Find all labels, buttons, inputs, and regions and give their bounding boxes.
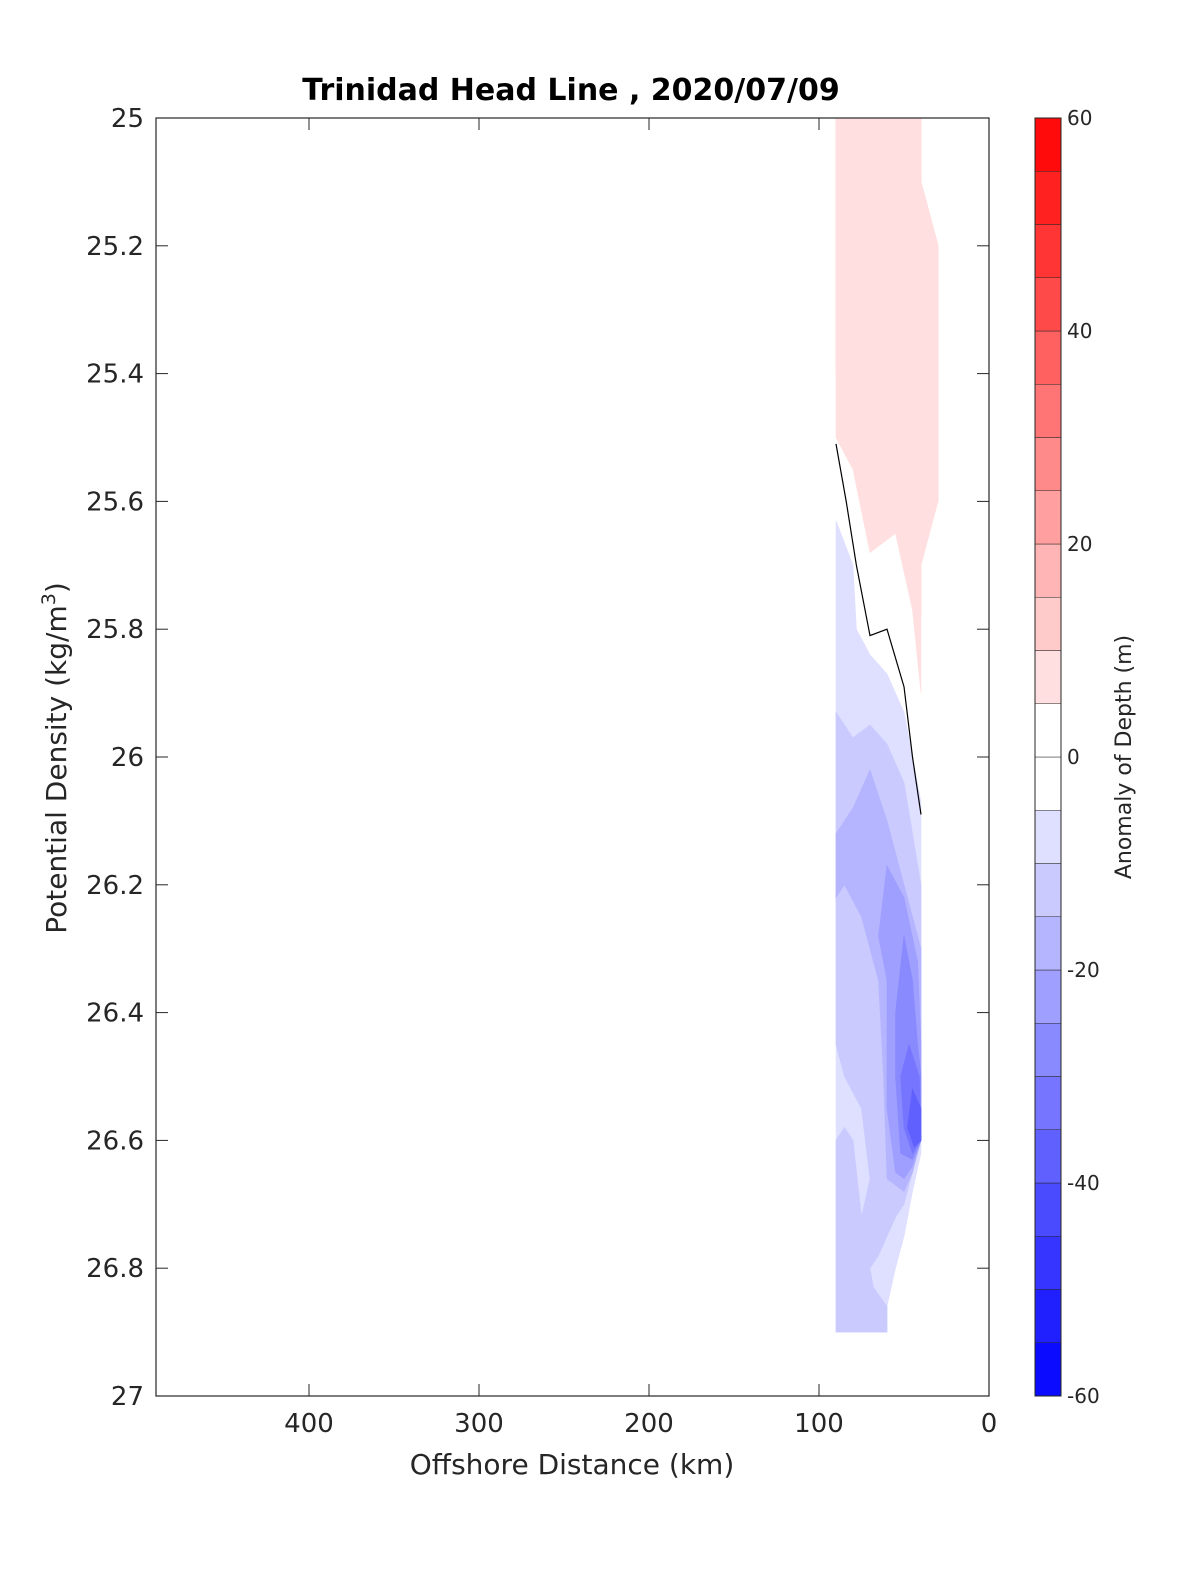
colorbar-frame [1034,117,1062,1397]
y-tick-label-7: 26.4 [86,999,144,1029]
zero-contour-line [835,443,922,815]
colorbar-bands [1034,117,1062,1397]
y-axis-label-main: Potential Density (kg/m [40,605,73,934]
x-axis-ticks: 400 300 200 100 0 [284,118,997,1439]
y-tick-label-6: 26.2 [86,871,144,901]
contour-region-2 [835,118,939,694]
colorbar-band-19 [1034,330,1062,385]
colorbar-tick-label-6: -60 [1067,1384,1100,1408]
colorbar-ticks: 60 40 20 0 -20 -40 -60 [1067,106,1100,1408]
y-tick-label-10: 27 [111,1382,144,1412]
y-tick-label-3: 25.6 [86,487,144,517]
colorbar-band-17 [1034,437,1062,491]
colorbar-band-6 [1034,1023,1062,1077]
y-tick-label-1: 25.2 [86,232,144,262]
x-axis-label: Offshore Distance (km) [410,1448,735,1481]
y-tick-label-4: 25.8 [86,615,144,645]
colorbar-tick-label-1: 40 [1067,319,1092,343]
y-tick-label-0: 25 [111,104,144,134]
y-axis-label-sup: 3 [38,593,60,605]
y-tick-label-2: 25.4 [86,360,144,390]
colorbar-band-13 [1034,650,1062,704]
x-tick-label-0: 400 [284,1409,334,1439]
colorbar-band-5 [1034,1076,1062,1130]
colorbar-band-9 [1034,863,1062,917]
colorbar-band-20 [1034,277,1062,332]
contour-fill-layer [835,118,939,1333]
colorbar-band-8 [1034,916,1062,971]
colorbar-band-18 [1034,384,1062,438]
colorbar-band-23 [1034,117,1062,172]
colorbar-band-0 [1034,1342,1062,1397]
colorbar-band-15 [1034,543,1062,598]
colorbar-band-2 [1034,1236,1062,1290]
colorbar-band-3 [1034,1182,1062,1237]
y-axis-ticks: 25 25.2 25.4 25.6 25.8 26 26.2 26.4 26.6 26.8 27 [86,104,989,1412]
colorbar-tick-label-3: 0 [1067,745,1080,769]
colorbar-band-21 [1034,224,1062,278]
y-tick-label-5: 26 [111,743,144,773]
y-axis-label-close: ) [40,582,73,593]
x-tick-label-4: 0 [981,1409,998,1439]
colorbar-band-1 [1034,1289,1062,1343]
colorbar: 60 40 20 0 -20 -40 -60 [1034,106,1100,1408]
x-tick-label-2: 200 [624,1409,674,1439]
colorbar-tick-label-5: -40 [1067,1171,1100,1195]
contour-region-9 [907,1088,922,1148]
colorbar-tick-label-4: -20 [1067,958,1100,982]
colorbar-band-12 [1034,703,1062,758]
x-tick-label-1: 300 [454,1409,504,1439]
colorbar-band-11 [1034,756,1062,811]
colorbar-band-4 [1034,1129,1062,1184]
y-tick-label-9: 26.8 [86,1254,144,1284]
colorbar-band-22 [1034,171,1062,225]
colorbar-tick-label-2: 20 [1067,532,1092,556]
y-axis-label: Potential Density (kg/m3) [38,582,73,934]
colorbar-band-14 [1034,597,1062,651]
colorbar-tick-label-0: 60 [1067,106,1092,130]
y-tick-label-8: 26.6 [86,1126,144,1156]
colorbar-band-7 [1034,969,1062,1024]
plot-area: 400 300 200 100 0 25 25.2 25.4 25.6 25.8 26 26.2 26… [86,104,997,1439]
chart-title: Trinidad Head Line , 2020/07/09 [302,73,839,108]
x-tick-label-3: 100 [794,1409,844,1439]
colorbar-band-10 [1034,810,1062,864]
colorbar-label: Anomaly of Depth (m) [1112,635,1137,879]
zero-contour-layer [835,443,922,815]
colorbar-band-16 [1034,490,1062,545]
